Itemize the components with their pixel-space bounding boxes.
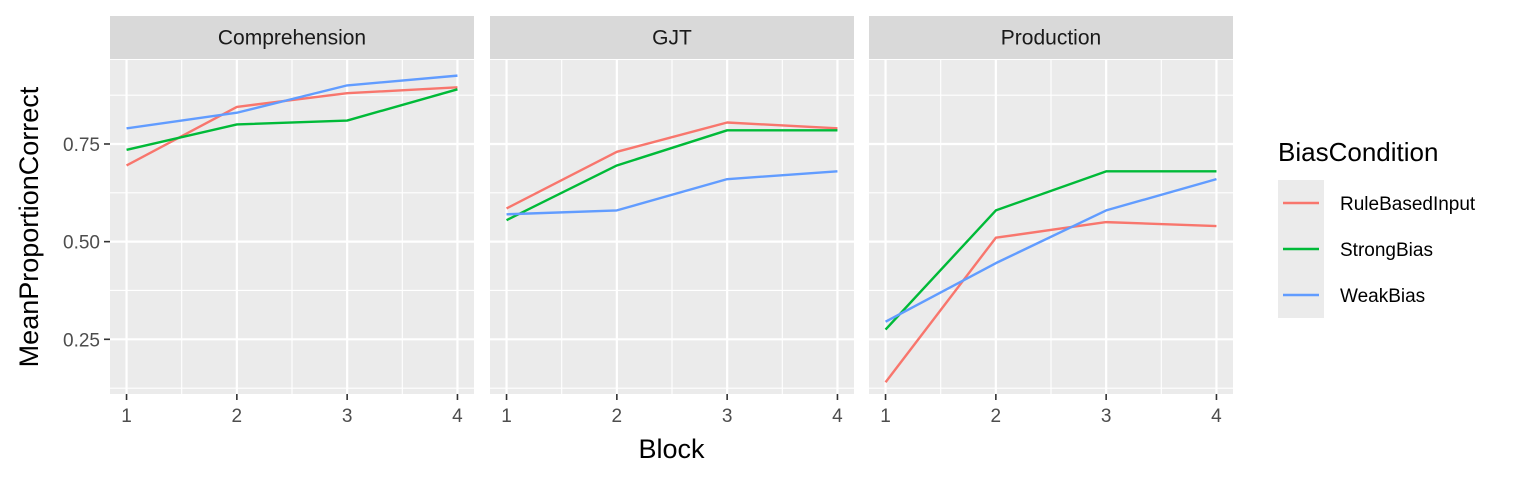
y-axis-title: MeanProportionCorrect bbox=[14, 86, 44, 367]
legend-label-strongbias: StrongBias bbox=[1340, 240, 1433, 261]
facet-strip-label-comprehension: Comprehension bbox=[218, 27, 366, 50]
legend-title: BiasCondition bbox=[1278, 137, 1438, 167]
x-tick-label: 1 bbox=[501, 406, 512, 427]
x-tick-label: 3 bbox=[1101, 406, 1112, 427]
x-tick-label: 4 bbox=[452, 406, 463, 427]
x-tick-label: 1 bbox=[880, 406, 891, 427]
y-tick-label: 0.75 bbox=[63, 135, 100, 156]
facet-strip-production bbox=[869, 16, 1233, 59]
x-tick-label: 1 bbox=[121, 406, 132, 427]
series-line-gjt-weakbias bbox=[506, 170, 838, 216]
x-tick-label: 4 bbox=[1211, 406, 1222, 427]
x-tick-label: 2 bbox=[232, 406, 243, 427]
x-tick-label: 3 bbox=[722, 406, 733, 427]
legend-label-rulebasedinput: RuleBasedInput bbox=[1340, 194, 1476, 215]
facet-strip-label-gjt: GJT bbox=[652, 27, 692, 50]
y-tick-label: 0.50 bbox=[63, 233, 100, 254]
facet-strip-label-production: Production bbox=[1001, 27, 1101, 50]
series-line-production-strongbias bbox=[884, 170, 1217, 331]
x-tick-label: 2 bbox=[991, 406, 1002, 427]
series-line-comprehension-strongbias bbox=[126, 88, 458, 152]
series-line-gjt-strongbias bbox=[506, 129, 838, 222]
facet-strip-comprehension bbox=[110, 16, 474, 59]
series-line-production-weakbias bbox=[884, 177, 1217, 323]
series-line-production-rulebasedinput bbox=[884, 220, 1217, 384]
legend-label-weakbias: WeakBias bbox=[1340, 286, 1425, 307]
series-line-comprehension-weakbias bbox=[126, 74, 458, 130]
x-tick-label: 2 bbox=[612, 406, 623, 427]
x-axis-title: Block bbox=[638, 434, 705, 464]
facet-strip-gjt bbox=[490, 16, 854, 59]
series-line-gjt-rulebasedinput bbox=[506, 121, 838, 210]
y-tick-label: 0.25 bbox=[63, 330, 100, 351]
x-tick-label: 3 bbox=[342, 406, 353, 427]
x-tick-label: 4 bbox=[832, 406, 843, 427]
